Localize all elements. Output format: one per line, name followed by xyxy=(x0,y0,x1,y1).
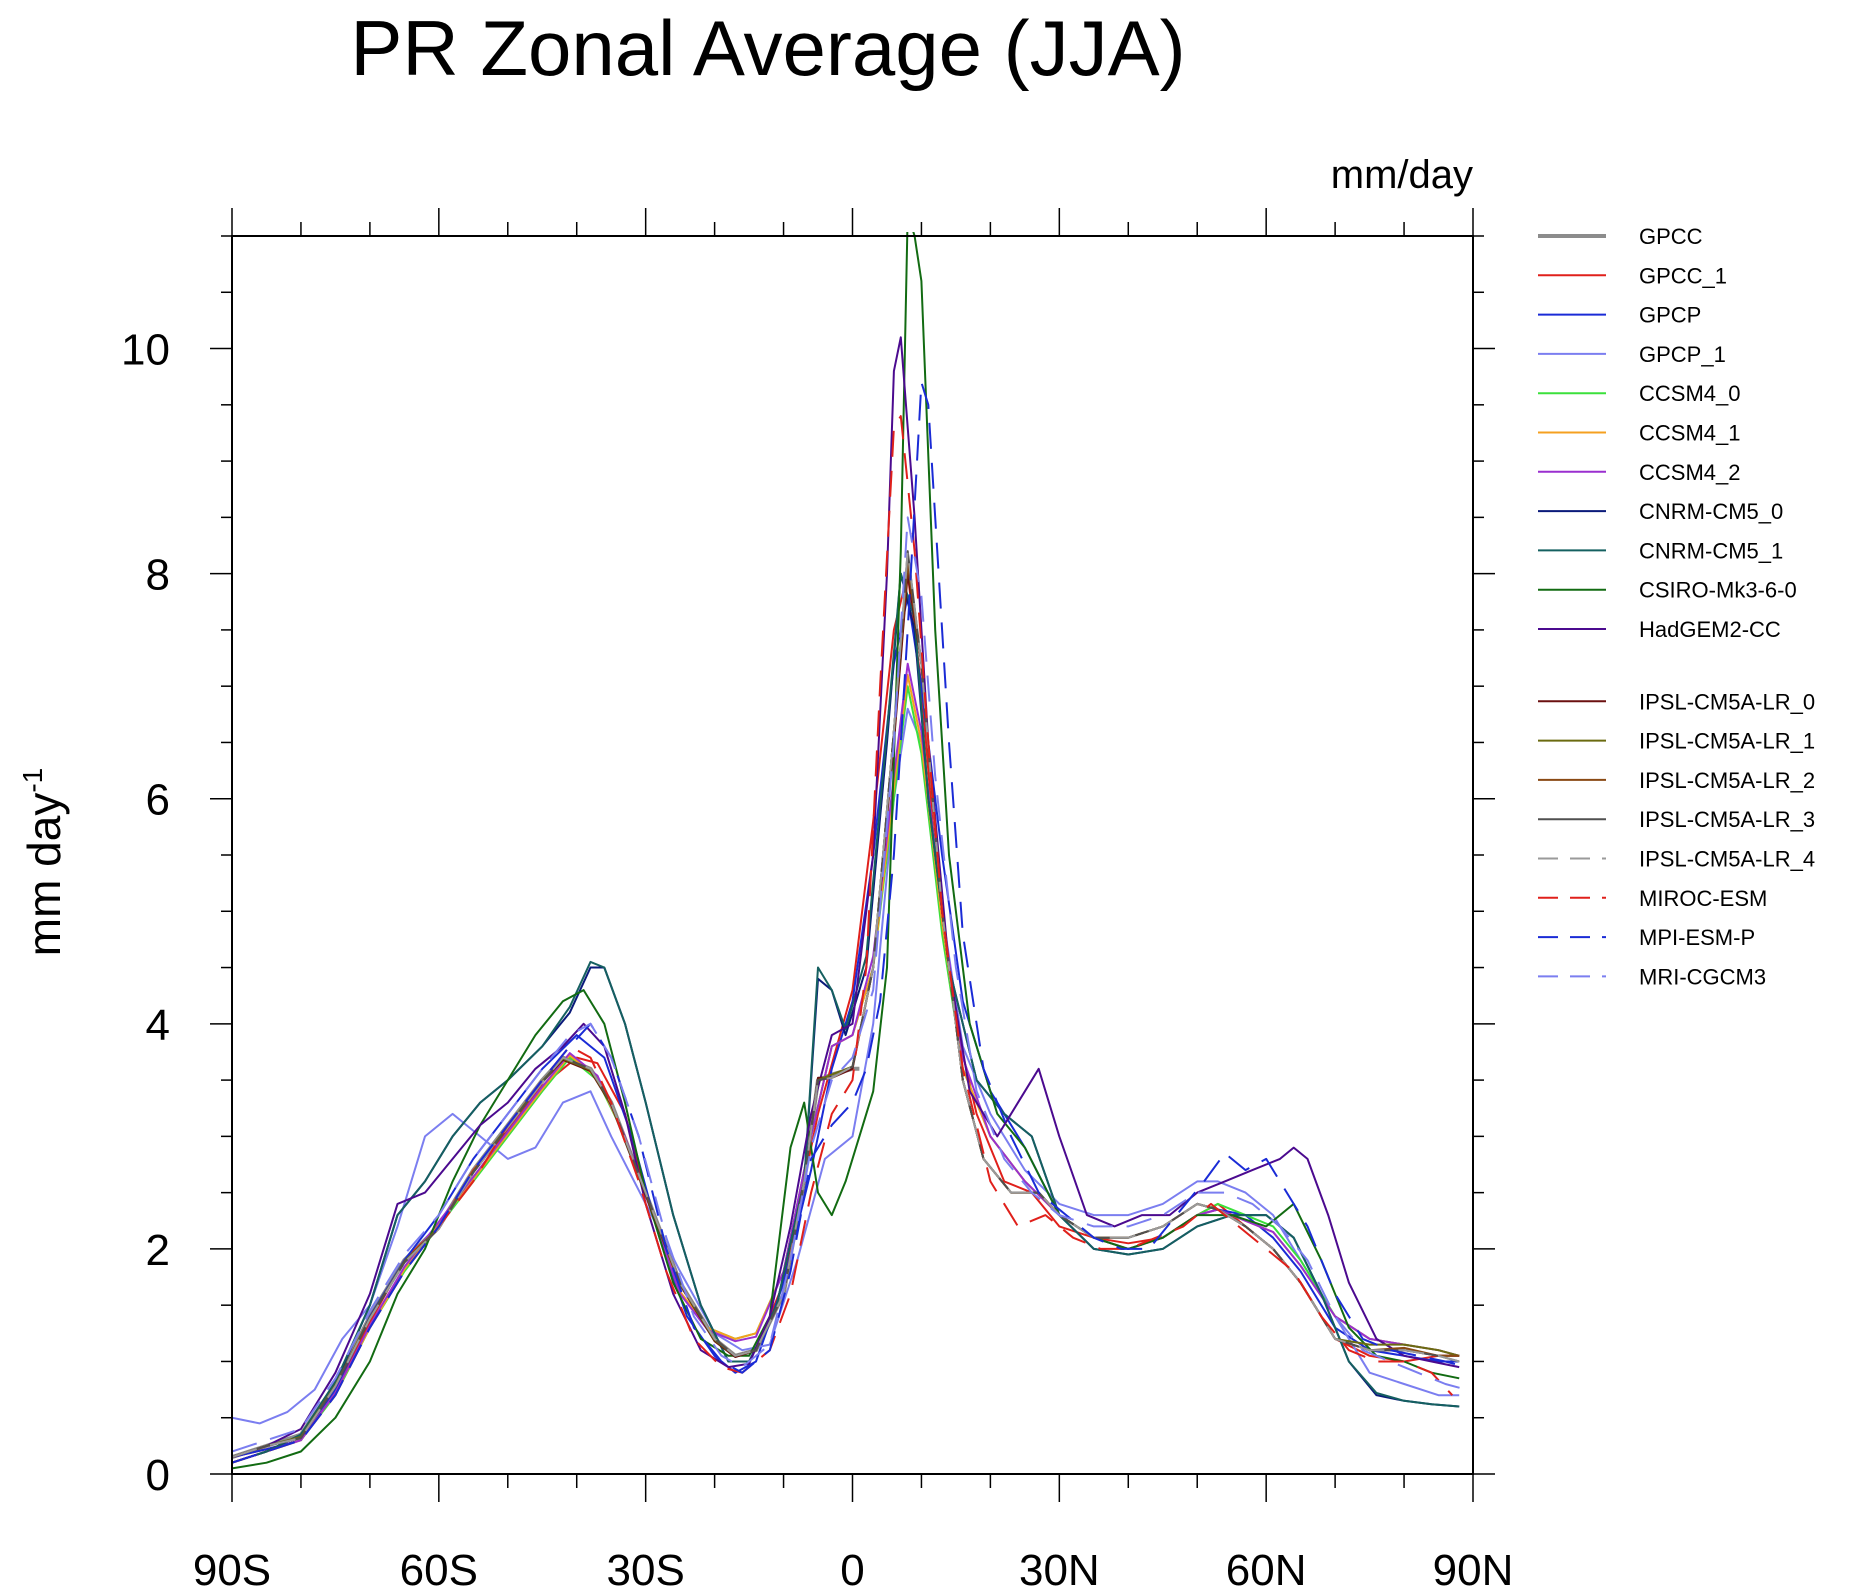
axis-ticks: 0 2 4 6 8 10 90S 60S 30S 0 30N 60N 90N xyxy=(121,208,1513,1595)
legend-label: IPSL-CM5A-LR_0 xyxy=(1639,689,1815,714)
legend-item: MIROC-ESM xyxy=(1538,886,1767,911)
legend-item: IPSL-CM5A-LR_2 xyxy=(1538,768,1815,793)
legend-item: IPSL-CM5A-LR_0 xyxy=(1538,689,1815,714)
legend-item: CCSM4_2 xyxy=(1538,460,1740,485)
y-axis-label: mm day-1 xyxy=(17,768,70,957)
units-label: mm/day xyxy=(1331,153,1473,197)
x-tick-label: 30N xyxy=(1019,1546,1100,1595)
legend-label: MRI-CGCM3 xyxy=(1639,964,1766,989)
legend-label: GPCC_1 xyxy=(1639,263,1727,288)
y-tick-label: 10 xyxy=(121,326,170,375)
legend-item: IPSL-CM5A-LR_4 xyxy=(1538,847,1815,872)
series-line-ipsl-cm5a-lr-2 xyxy=(232,561,1460,1459)
y-axis-label-text: mm day xyxy=(18,793,70,957)
series-layer xyxy=(232,232,1467,1470)
x-tick-label: 60N xyxy=(1226,1546,1307,1595)
series-line-gpcp-1 xyxy=(232,707,1460,1425)
legend-item: GPCC_1 xyxy=(1538,263,1727,288)
legend-item: CNRM-CM5_0 xyxy=(1538,499,1783,524)
y-tick-label: 2 xyxy=(146,1226,170,1275)
legend-item: CCSM4_1 xyxy=(1538,421,1740,446)
legend-label: MPI-ESM-P xyxy=(1639,925,1755,950)
legend-item: GPCC xyxy=(1538,224,1703,249)
legend-item: CNRM-CM5_1 xyxy=(1538,538,1783,563)
legend-label: CNRM-CM5_0 xyxy=(1639,499,1783,524)
x-tick-label: 0 xyxy=(840,1546,864,1595)
legend-label: CCSM4_0 xyxy=(1639,381,1740,406)
y-tick-label: 6 xyxy=(146,776,170,825)
legend-item: CCSM4_0 xyxy=(1538,381,1740,406)
legend-label: CNRM-CM5_1 xyxy=(1639,538,1783,563)
series-line-cnrm-cm5-1 xyxy=(232,572,1460,1464)
legend-label: HadGEM2-CC xyxy=(1639,617,1781,642)
y-tick-label: 8 xyxy=(146,551,170,600)
series-line-ipsl-cm5a-lr-4 xyxy=(232,550,1460,1459)
legend-label: IPSL-CM5A-LR_4 xyxy=(1639,847,1815,872)
series-line-gpcc-1 xyxy=(232,572,1460,1459)
x-tick-label: 60S xyxy=(400,1546,478,1595)
legend-item: HadGEM2-CC xyxy=(1538,617,1781,642)
x-tick-label: 90N xyxy=(1433,1546,1514,1595)
legend-item: GPCP_1 xyxy=(1538,342,1726,367)
legend-item: MRI-CGCM3 xyxy=(1538,964,1766,989)
legend-item: GPCP xyxy=(1538,303,1701,328)
legend-label: GPCP xyxy=(1639,303,1701,328)
legend-label: CSIRO-Mk3-6-0 xyxy=(1639,578,1797,603)
x-tick-label: 30S xyxy=(607,1546,685,1595)
series-line-ipsl-cm5a-lr-1 xyxy=(232,561,1460,1459)
series-line-mri-cgcm3 xyxy=(232,516,1467,1453)
legend-label: IPSL-CM5A-LR_2 xyxy=(1639,768,1815,793)
legend-item: MPI-ESM-P xyxy=(1538,925,1755,950)
legend-label: IPSL-CM5A-LR_3 xyxy=(1639,807,1815,832)
legend-label: CCSM4_1 xyxy=(1639,421,1740,446)
series-line-miroc-esm xyxy=(232,415,1454,1464)
legend-item: IPSL-CM5A-LR_3 xyxy=(1538,807,1815,832)
y-tick-label: 0 xyxy=(146,1451,170,1500)
series-line-mpi-esm-p xyxy=(232,381,1467,1464)
legend-item: CSIRO-Mk3-6-0 xyxy=(1538,578,1797,603)
legend-label: GPCP_1 xyxy=(1639,342,1726,367)
series-line-ccsm4-0 xyxy=(232,685,1460,1464)
series-line-csiro-mk3-6-0 xyxy=(232,232,1460,1470)
series-line-hadgem2-cc xyxy=(232,336,1460,1459)
plot-frame xyxy=(231,235,1474,1475)
y-axis-label-exponent: -1 xyxy=(17,768,48,793)
series-line-ipsl-cm5a-lr-3 xyxy=(232,550,1460,1459)
series-line-ccsm4-2 xyxy=(232,662,1460,1464)
legend-label: MIROC-ESM xyxy=(1639,886,1767,911)
legend-label: GPCC xyxy=(1639,224,1703,249)
chart-title: PR Zonal Average (JJA) xyxy=(350,4,1185,92)
legend-label: IPSL-CM5A-LR_1 xyxy=(1639,729,1815,754)
y-tick-label: 4 xyxy=(146,1001,170,1050)
legend: GPCC GPCC_1 GPCP GPCP_1 CCSM4_0 CCSM4_1 CCSM4_… xyxy=(1538,224,1815,989)
legend-label: CCSM4_2 xyxy=(1639,460,1740,485)
legend-item: IPSL-CM5A-LR_1 xyxy=(1538,729,1815,754)
x-tick-label: 90S xyxy=(193,1546,271,1595)
